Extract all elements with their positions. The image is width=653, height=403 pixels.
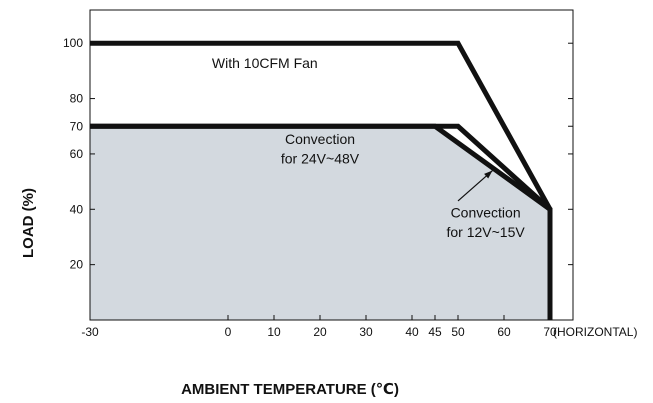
y-axis-title: LOAD (%) <box>20 188 37 258</box>
x-tick-label: 0 <box>225 325 232 339</box>
x-tick-label: 45 <box>428 325 442 339</box>
x-tick-label: 60 <box>497 325 511 339</box>
annotation-label: for 12V~15V <box>446 224 525 240</box>
x-tick-label: 10 <box>267 325 281 339</box>
annotation-label: With 10CFM Fan <box>212 55 318 71</box>
y-tick-label: 70 <box>70 119 84 133</box>
x-tick-label: 70 <box>543 325 557 339</box>
x-tick-label: -30 <box>81 325 99 339</box>
annotation-label: for 24V~48V <box>281 151 360 167</box>
x-tick-label: 30 <box>359 325 373 339</box>
x-tick-label: 40 <box>405 325 419 339</box>
annotation-layer: With 10CFM Fan Convection for 24V~48V Conve… <box>212 55 525 240</box>
series-layer <box>90 40 553 320</box>
y-tick-label: 80 <box>70 92 84 106</box>
ticks-layer: -30 0 10 20 30 40 45 50 60 70 20 40 60 70 80 100 <box>63 36 573 339</box>
series-2-area <box>90 126 550 320</box>
annotation-label: Convection <box>285 131 355 147</box>
y-tick-label: 20 <box>70 258 84 272</box>
series-2-line <box>90 123 553 320</box>
x-axis-title: AMBIENT TEMPERATURE (℃) <box>181 381 399 398</box>
y-tick-label: 100 <box>63 36 83 50</box>
plot-frame <box>89 9 574 321</box>
y-tick-label: 60 <box>70 147 84 161</box>
x-tick-label: 50 <box>451 325 465 339</box>
plot-fill-layer <box>90 126 550 320</box>
annotation-arrowhead <box>484 170 493 179</box>
annotation-label: Convection <box>451 205 521 221</box>
x-axis-unit-note: (HORIZONTAL) <box>553 325 637 339</box>
x-tick-label: 20 <box>313 325 327 339</box>
y-tick-label: 40 <box>70 202 84 216</box>
